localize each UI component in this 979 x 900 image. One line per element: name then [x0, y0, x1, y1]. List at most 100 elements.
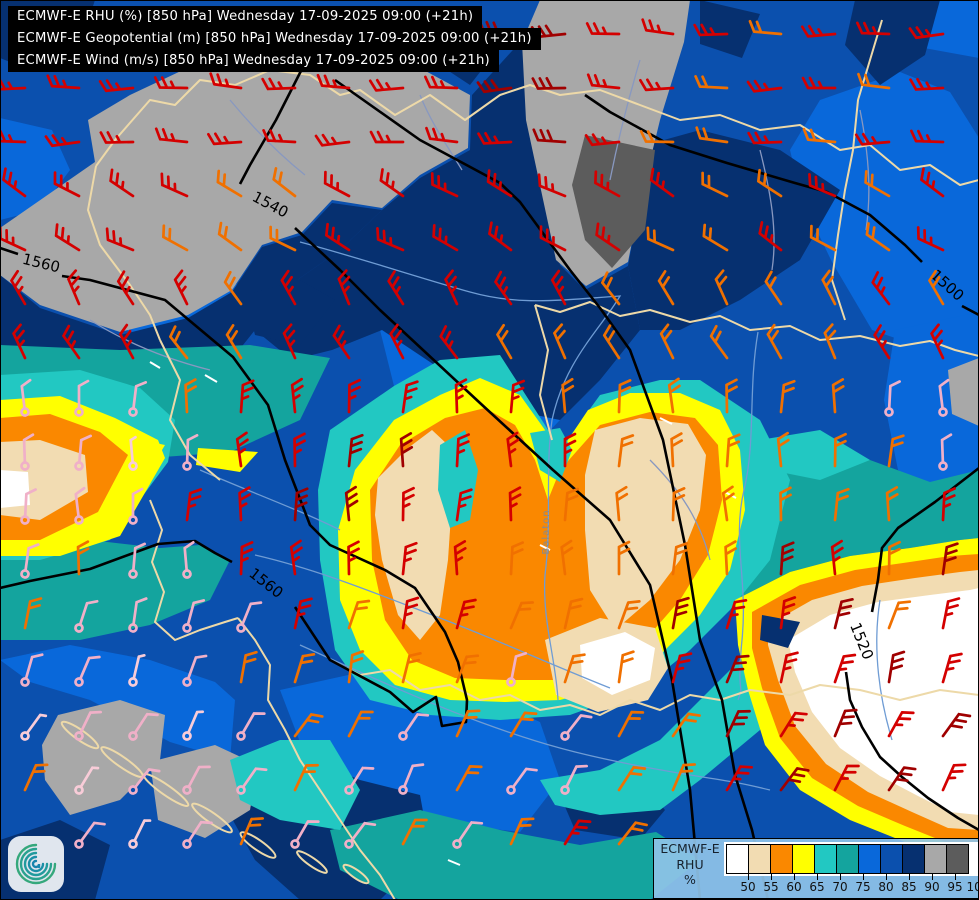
wind-barb [509, 711, 538, 738]
wind-barb [74, 599, 99, 633]
rhu-legend: ECMWF-E RHU % 50 55 60 65 70 75 80 85 90 95100 [653, 838, 979, 899]
wind-barb [455, 488, 473, 522]
legend-tick-label: 95 [947, 880, 963, 894]
contour-1520-south [844, 671, 979, 832]
wind-barb [617, 379, 632, 414]
wind-barb [398, 713, 430, 741]
wind-barb [887, 600, 912, 630]
wind-barb [724, 540, 738, 576]
wind-barb [802, 127, 837, 144]
wind-barb [20, 378, 32, 417]
wind-barb [225, 324, 243, 360]
wind-barb [290, 820, 320, 849]
wind-barb [293, 763, 319, 792]
wind-barb [20, 543, 40, 579]
legend-swatch-row [726, 844, 969, 874]
wind-barb [20, 653, 44, 687]
wind-barb [269, 225, 297, 252]
wind-barb [424, 75, 459, 90]
wind-barb [128, 487, 144, 525]
wind-barb [709, 324, 729, 360]
wind-barb [509, 817, 535, 846]
legend-tick-label: 55 [763, 880, 779, 894]
wind-barb [425, 126, 459, 144]
legend-field-label: RHU [676, 856, 704, 872]
wind-barb [563, 487, 580, 522]
contour-1560-main [61, 274, 469, 728]
wind-barb [938, 433, 953, 471]
wind-barb [10, 269, 27, 306]
wind-barb [430, 172, 459, 198]
wind-barb [725, 378, 738, 414]
wind-barb [884, 380, 901, 417]
wind-barb [560, 764, 589, 795]
wind-barb [930, 323, 945, 360]
legend-model-label: ECMWF-E [660, 841, 720, 856]
wind-barb [235, 431, 249, 468]
legend-tick [863, 874, 864, 880]
wind-barb [563, 597, 584, 630]
wind-barb [293, 652, 316, 684]
wind-barb [617, 540, 631, 576]
wind-barb [20, 488, 37, 525]
wind-barb [887, 711, 915, 738]
wind-barb [639, 130, 675, 144]
wind-barb [725, 654, 750, 684]
wind-barb [182, 765, 211, 795]
wind-barb [585, 22, 621, 36]
wind-barb [908, 26, 945, 40]
wind-barb [695, 126, 729, 144]
wind-barb [162, 224, 189, 252]
wind-barb [776, 431, 790, 468]
contour-1560-west [0, 246, 19, 256]
wind-barb [833, 432, 847, 468]
wind-barb [344, 821, 377, 849]
wind-barb [909, 77, 945, 91]
wind-barb [854, 132, 891, 146]
wind-barb [369, 130, 405, 144]
legend-tick-label: 100 [966, 880, 979, 894]
wind-barb [23, 597, 43, 630]
wind-barb [560, 539, 574, 576]
wind-barb [401, 596, 420, 630]
wind-barb [928, 269, 945, 306]
legend-tick [932, 874, 933, 880]
wind-barb [506, 431, 520, 468]
contour-1500-west [584, 93, 923, 263]
wind-barb [584, 133, 621, 147]
legend-tick [955, 874, 956, 880]
wind-barb [671, 487, 686, 522]
wind-barb [488, 221, 513, 252]
legend-tick-label: 90 [924, 880, 940, 894]
wind-barb [702, 223, 729, 252]
wind-barb [563, 819, 592, 846]
legend-swatch-60-65 [792, 844, 815, 874]
wind-barb [494, 270, 513, 306]
wind-barb [74, 655, 101, 687]
legend-swatch-65-70 [814, 844, 837, 874]
wind-barb [941, 763, 967, 792]
wind-barb [659, 323, 675, 360]
legend-tick-label: 85 [901, 880, 917, 894]
wind-barb [128, 819, 152, 849]
wind-barb [508, 486, 522, 522]
wind-barb [67, 269, 81, 306]
spiral-logo-icon [15, 843, 57, 885]
geopotential-contour-layer [0, 62, 979, 900]
wind-barb [694, 74, 729, 90]
wind-barb [23, 763, 49, 792]
wind-barb [671, 542, 689, 576]
wind-barb [885, 486, 899, 522]
wind-barb [563, 432, 577, 468]
legend-tick-label: 80 [878, 880, 894, 894]
wind-barb [809, 224, 837, 252]
wind-barb [74, 710, 103, 741]
wind-barb [217, 221, 243, 252]
legend-tick [909, 874, 910, 880]
wind-barb [779, 596, 797, 630]
wind-barb [615, 485, 629, 522]
wind-barb [154, 127, 189, 144]
wind-barb [509, 541, 525, 576]
